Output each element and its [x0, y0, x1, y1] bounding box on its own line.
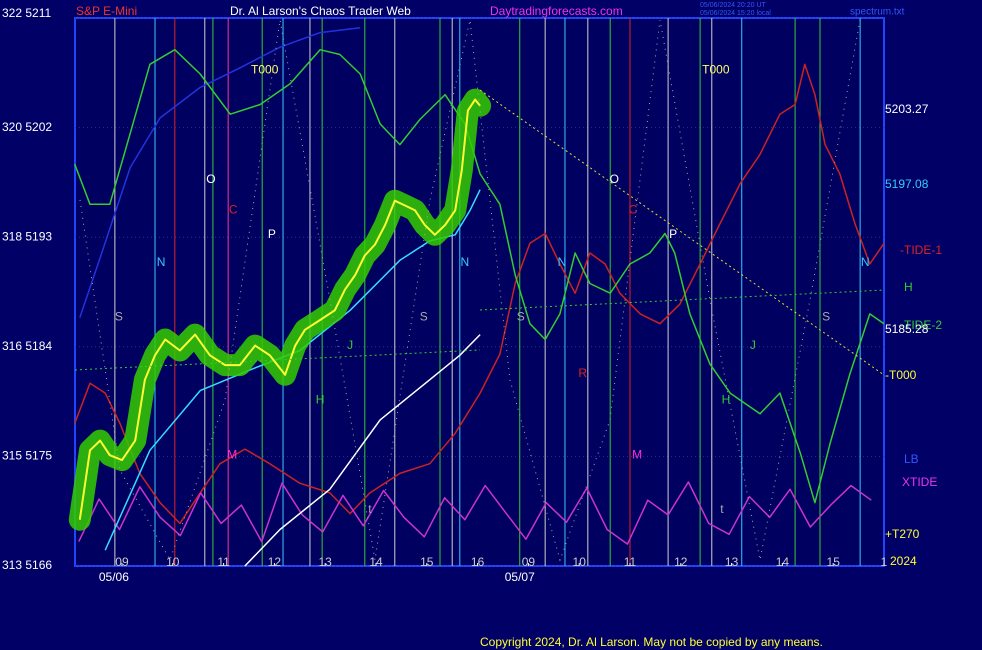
date-label: 05/07	[505, 570, 535, 584]
x-tick-label: 1	[881, 555, 888, 569]
x-tick-label: 16	[471, 555, 485, 569]
x-tick-label: 10	[573, 555, 587, 569]
annotation: O	[206, 172, 215, 186]
annotation: S	[115, 310, 123, 324]
annotation: R	[578, 366, 587, 380]
annotation: S	[822, 310, 830, 324]
annotation: N	[558, 255, 567, 269]
annotation: C	[629, 203, 638, 217]
price-label: 5197.08	[885, 177, 929, 191]
x-tick-label: 10	[166, 555, 180, 569]
annotation: T000	[702, 63, 730, 77]
series-label: XTIDE	[902, 475, 937, 489]
annotation: t	[720, 502, 724, 516]
x-tick-label: 15	[420, 555, 434, 569]
annotation: N	[157, 255, 166, 269]
price-label: 5203.27	[885, 102, 929, 116]
x-tick-label: 15	[827, 555, 841, 569]
label: -T000	[885, 368, 917, 382]
y-tick-label: 322 5211	[2, 6, 51, 20]
label: LB	[904, 452, 919, 466]
annotation: J	[347, 338, 353, 352]
x-tick-label: 09	[522, 555, 536, 569]
x-tick-label: 14	[776, 555, 790, 569]
x-tick-label: 14	[369, 555, 383, 569]
y-tick-label: 316 5184	[2, 339, 52, 353]
y-tick-label: 320 5202	[2, 120, 52, 134]
x-tick-label: 11	[217, 555, 230, 569]
annotation: O	[610, 172, 619, 186]
site-title: Dr. Al Larson's Chaos Trader Web	[230, 4, 411, 18]
series-line	[104, 189, 481, 551]
copyright: Copyright 2024, Dr. Al Larson. May not b…	[480, 635, 823, 649]
file-name: spectrum.txt	[850, 7, 905, 18]
annotation: J	[750, 338, 756, 352]
timestamp: 05/06/2024 20:20 UT	[700, 2, 766, 9]
timestamp: 05/06/2024 15:20 local	[700, 10, 771, 17]
label: 2024	[890, 554, 917, 568]
series-line	[73, 48, 885, 504]
x-tick-label: 13	[725, 555, 739, 569]
x-tick-label: 13	[319, 555, 333, 569]
annotation: S	[420, 310, 428, 324]
price-label: 5185.28	[885, 322, 929, 336]
annotation: N	[461, 255, 470, 269]
series-label: -TIDE-2	[900, 318, 942, 332]
series-line	[78, 98, 481, 520]
y-tick-label: 318 5193	[2, 229, 52, 243]
site-url: Daytradingforecasts.com	[490, 4, 623, 18]
x-tick-label: 12	[674, 555, 688, 569]
annotation: H	[316, 393, 325, 407]
annotation: T000	[251, 63, 279, 77]
annotation: H	[722, 393, 731, 407]
x-tick-label: 12	[268, 555, 282, 569]
annotation: M	[227, 447, 237, 461]
series-line	[78, 481, 872, 545]
plot-layer: 09 10 11 12 13 14 15 16 09 10 11 12 13 14 15 1 T000 T000 O…	[68, 17, 888, 569]
series-line	[79, 26, 361, 318]
date-label: 05/06	[99, 570, 129, 584]
series-line	[244, 334, 481, 567]
annotation: C	[229, 203, 238, 217]
x-tick-label: 11	[624, 555, 637, 569]
annotation: N	[861, 255, 870, 269]
annotation: S	[517, 310, 525, 324]
series-line	[73, 63, 885, 525]
annotation: P	[669, 227, 677, 241]
annotation: P	[268, 227, 276, 241]
series-label: -TIDE-1	[900, 243, 942, 257]
y-tick-label: 315 5175	[2, 449, 52, 463]
annotation: M	[632, 447, 642, 461]
label: H	[904, 280, 913, 294]
y-tick-label: 313 5166	[2, 558, 52, 572]
annotation: t	[368, 502, 372, 516]
label: +T270	[885, 527, 920, 541]
x-tick-label: 09	[115, 555, 129, 569]
symbol: S&P E-Mini	[76, 4, 137, 18]
